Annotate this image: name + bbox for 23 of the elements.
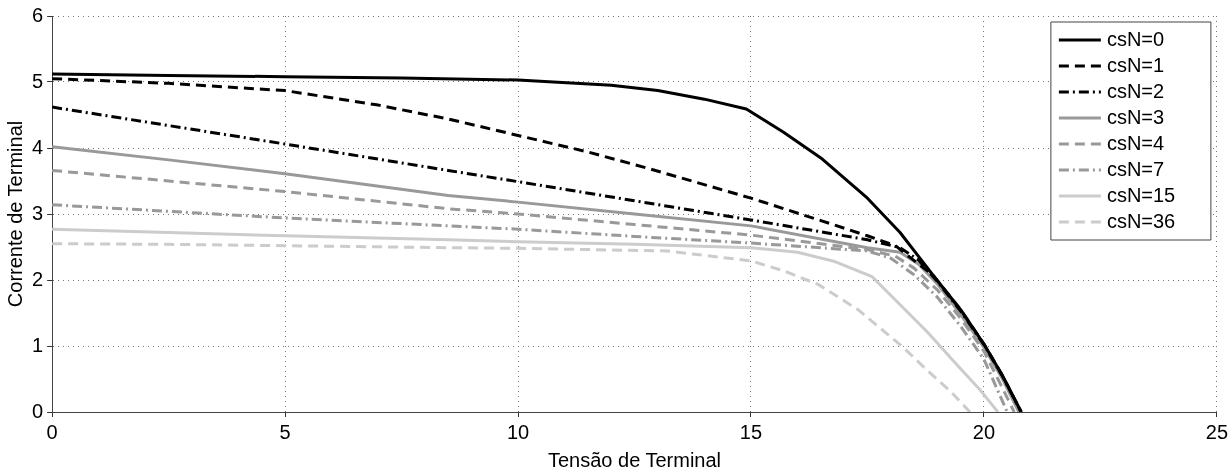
legend-label: csN=3: [1106, 105, 1165, 128]
y-tick-label: 5: [32, 69, 44, 92]
x-tick-label: 10: [506, 420, 530, 443]
x-tick-label: 15: [739, 420, 763, 443]
x-tick-label: 25: [1205, 420, 1228, 443]
y-tick-label: 6: [32, 3, 44, 26]
y-tick-label: 3: [32, 201, 44, 224]
y-tick-label: 1: [32, 333, 44, 356]
y-tick-label: 0: [32, 399, 44, 422]
y-tick-label: 4: [32, 135, 44, 158]
x-tick-label: 20: [972, 420, 996, 443]
y-axis-title: Corrente de Terminal: [3, 120, 26, 308]
x-tick-label: 0: [46, 420, 58, 443]
y-tick-label: 2: [32, 267, 44, 290]
legend-label: csN=7: [1106, 157, 1165, 180]
legend-label: csN=36: [1106, 209, 1176, 232]
legend-label: csN=0: [1106, 27, 1165, 50]
legend-label: csN=15: [1106, 183, 1176, 206]
x-tick-label: 5: [279, 420, 291, 443]
legend-label: csN=1: [1106, 53, 1165, 76]
legend-label: csN=4: [1106, 131, 1165, 154]
x-axis-title: Tensão de Terminal: [547, 448, 722, 471]
legend-label: csN=2: [1106, 79, 1165, 102]
